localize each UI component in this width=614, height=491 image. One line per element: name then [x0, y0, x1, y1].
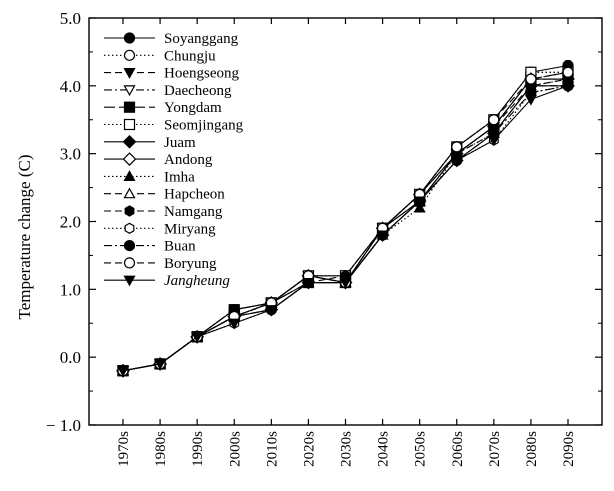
legend-marker-hapcheon	[123, 187, 136, 199]
legend-marker-chungju	[123, 49, 136, 61]
legend-label-buan: Buan	[164, 239, 196, 255]
x-tick-label: 2010s	[264, 431, 280, 467]
data-point-jangheung	[116, 366, 130, 377]
y-tick-label: 2.0	[60, 213, 81, 232]
legend-marker-jangheung	[123, 275, 136, 287]
legend-marker-namgang	[124, 205, 135, 217]
legend-item-jangheung: Jangheung	[104, 273, 230, 289]
x-tick-label: 2050s	[413, 431, 429, 467]
x-tick-label: 1990s	[190, 431, 206, 467]
data-point-boryung	[488, 114, 500, 126]
data-point-jangheung	[191, 332, 204, 344]
legend-label-chungju: Chungju	[164, 48, 216, 64]
data-point-jangheung	[154, 359, 167, 371]
legend-item-miryang: Miryang	[104, 221, 216, 237]
x-tick-label: 1970s	[116, 431, 132, 467]
x-tick-label: 2090s	[561, 431, 577, 467]
legend-label-boryung: Boryung	[164, 256, 217, 272]
x-tick-label: 2000s	[227, 431, 243, 467]
data-point-jangheung	[524, 94, 537, 106]
legend-item-hoengseong: Hoengseong	[104, 66, 239, 82]
x-tick-label: 2030s	[339, 431, 355, 467]
legend-item-boryung: Boryung	[104, 256, 217, 272]
y-tick-label: 1.0	[60, 280, 81, 299]
series-jangheung	[116, 81, 575, 377]
legend-marker-miryang	[124, 222, 135, 234]
x-tick-label: 2060s	[450, 431, 466, 467]
x-tick-label: 2020s	[301, 431, 317, 467]
legend-item-namgang: Namgang	[104, 204, 223, 220]
legend-item-juam: Juam	[104, 135, 196, 151]
data-point-jangheung	[450, 155, 463, 167]
data-point-jangheung	[561, 81, 575, 93]
legend-marker-imha	[123, 170, 136, 181]
x-tick-label: 2080s	[524, 431, 540, 467]
legend-marker-hoengseong	[123, 67, 136, 79]
legend-marker-boryung	[123, 257, 136, 269]
legend-marker-daecheong	[123, 85, 136, 97]
legend-label-andong: Andong	[164, 152, 213, 168]
y-tick-label: − 1.0	[46, 416, 81, 435]
legend-label-daecheong: Daecheong	[164, 83, 232, 99]
data-point-jangheung	[376, 230, 389, 242]
legend-marker-yongdam	[123, 101, 136, 113]
legend-marker-andong	[122, 152, 137, 166]
data-point-boryung	[562, 66, 574, 78]
legend-label-seomjingang: Seomjingang	[164, 118, 244, 134]
legend-marker-soyanggang	[123, 32, 136, 44]
legend-item-imha: Imha	[104, 169, 195, 185]
legend-marker-juam	[122, 134, 137, 149]
legend-label-imha: Imha	[164, 169, 195, 185]
data-point-jangheung	[413, 196, 426, 208]
data-point-boryung	[451, 141, 463, 153]
data-point-imha	[413, 201, 426, 213]
legend-item-seomjingang: Seomjingang	[104, 118, 244, 134]
data-point-jangheung	[339, 277, 352, 289]
x-tick-label: 2070s	[487, 431, 503, 467]
data-point-boryung	[525, 73, 537, 85]
legend-item-chungju: Chungju	[104, 48, 216, 64]
data-point-jangheung	[228, 318, 241, 330]
data-point-jangheung	[302, 277, 315, 289]
legend-label-hoengseong: Hoengseong	[164, 66, 239, 82]
y-tick-label: 5.0	[60, 9, 81, 28]
y-axis-label: Temperature change (C)	[15, 155, 34, 320]
legend-marker-seomjingang	[123, 118, 136, 131]
legend-item-hapcheon: Hapcheon	[104, 187, 225, 203]
legend-item-buan: Buan	[104, 239, 196, 255]
x-tick-label: 1980s	[153, 431, 169, 467]
y-tick-label: 4.0	[60, 77, 81, 96]
data-point-jangheung	[487, 135, 500, 147]
legend-label-yongdam: Yongdam	[164, 100, 222, 116]
x-tick-label: 2040s	[376, 431, 392, 467]
legend-item-daecheong: Daecheong	[104, 83, 232, 99]
legend-label-juam: Juam	[164, 135, 196, 151]
legend-marker-buan	[123, 240, 136, 252]
y-tick-label: 0.0	[60, 348, 81, 367]
legend-label-hapcheon: Hapcheon	[164, 187, 225, 203]
legend-label-miryang: Miryang	[164, 221, 216, 237]
legend-label-soyanggang: Soyanggang	[164, 31, 239, 47]
legend-label-namgang: Namgang	[164, 204, 223, 220]
legend-item-andong: Andong	[104, 152, 213, 168]
legend-item-soyanggang: Soyanggang	[104, 31, 239, 47]
data-point-jangheung	[265, 305, 278, 316]
y-tick-label: 3.0	[60, 145, 81, 164]
legend-label-jangheung: Jangheung	[164, 273, 230, 289]
legend-item-yongdam: Yongdam	[104, 100, 222, 116]
